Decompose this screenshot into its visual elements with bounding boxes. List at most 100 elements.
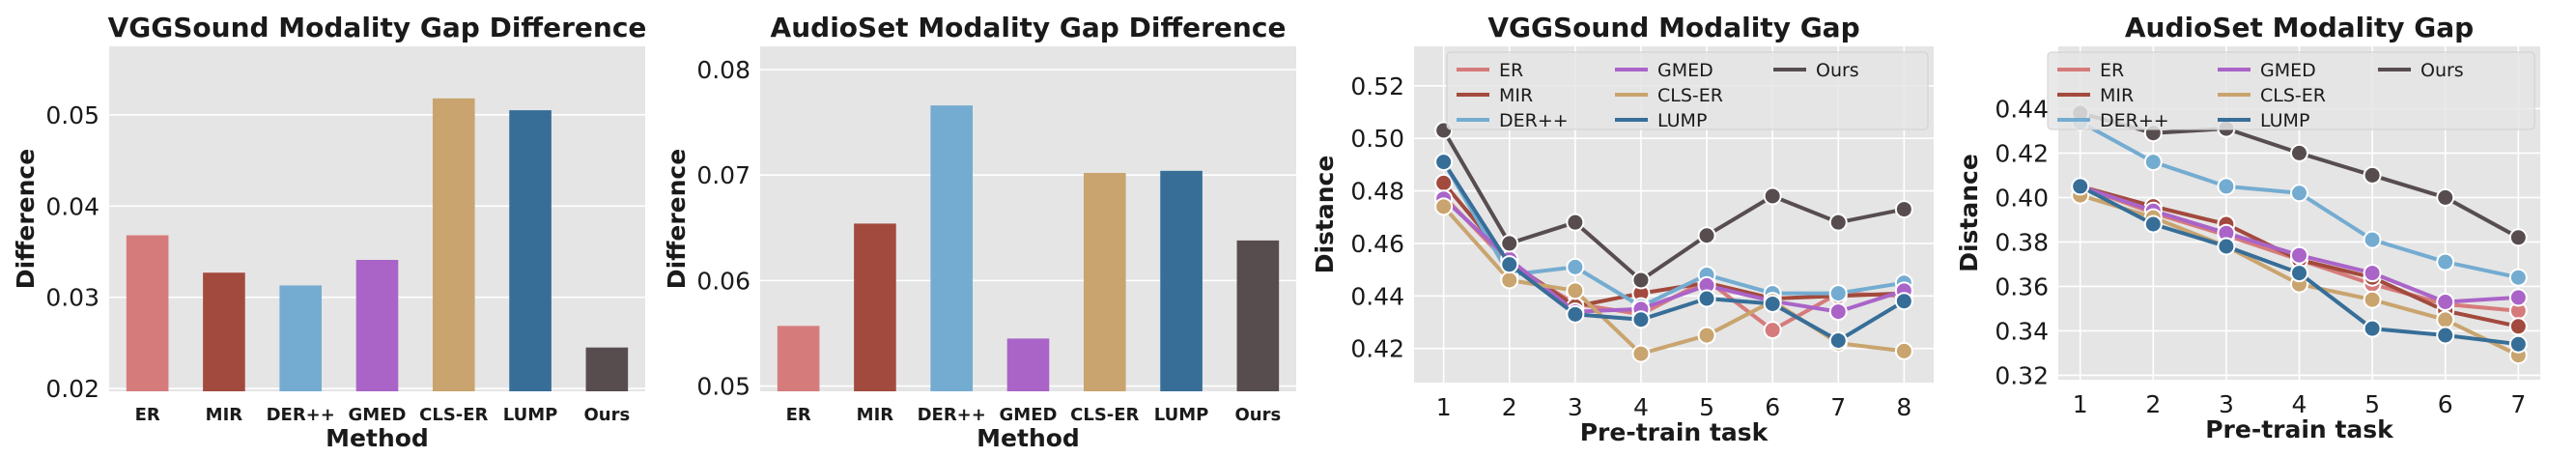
data-point-lump (1566, 304, 1585, 324)
chart-title: AudioSet Modality Gap Difference (771, 12, 1287, 43)
chart-1: 0.02 0.03 0.04 0.05 ER MIR DER++ GMED CLS-ER LUMP… (12, 12, 646, 452)
data-point-lump (2290, 264, 2308, 283)
bar-lump (1160, 170, 1203, 391)
legend-label: ER (2100, 60, 2124, 81)
data-point-ours (2363, 165, 2382, 185)
bar-cls-er (432, 98, 475, 391)
x-tick-label: LUMP (1154, 405, 1209, 425)
data-point-der- (1566, 257, 1585, 276)
x-tick-label: CLS-ER (419, 405, 488, 425)
x-tick-label: MIR (857, 405, 894, 425)
data-point-cls-er (1631, 344, 1651, 363)
x-tick-label: 7 (2510, 390, 2526, 418)
x-tick-label: CLS-ER (1070, 405, 1139, 425)
series-line-gmed (1442, 197, 1906, 314)
y-tick-label: 0.06 (696, 267, 750, 295)
data-point-lump (1434, 153, 1454, 172)
data-point-gmed (2363, 264, 2382, 283)
y-tick-label: 0.32 (1995, 361, 2049, 389)
legend-box (2047, 51, 2535, 130)
y-tick-label: 0.05 (696, 373, 750, 401)
data-point-ours (2508, 228, 2528, 247)
data-point-gmed (2290, 245, 2308, 265)
bar-cls-er (1083, 173, 1126, 391)
data-point-lump (2363, 319, 2382, 338)
series-lump (2071, 177, 2528, 354)
data-point-ours (1828, 213, 1848, 232)
series-ours (1434, 121, 1913, 290)
bar-lump (509, 110, 552, 391)
x-tick-label: 3 (1568, 393, 1583, 421)
bar-er (126, 235, 169, 391)
data-point-der- (2143, 153, 2163, 172)
data-point-lump (1500, 255, 1519, 274)
data-point-ours (2290, 143, 2308, 162)
data-point-lump (2436, 326, 2455, 345)
x-tick-label: ER (786, 405, 811, 425)
x-tick-label: 4 (1633, 393, 1649, 421)
chart-4: 0.32 0.34 0.36 0.38 0.40 0.42 0.44 1 2 3 4 5 6 7 ER MIR… (1955, 12, 2540, 443)
x-tick-label: Ours (1234, 405, 1281, 425)
y-tick-label: 0.08 (696, 56, 750, 84)
legend: ER MIR DER++ GMED CLS-ER LUMP Ours (1446, 51, 1929, 131)
x-tick-label: 1 (2073, 390, 2088, 418)
x-tick-label: GMED (1000, 405, 1058, 425)
y-axis-label: Distance (1955, 154, 1983, 272)
data-point-gmed (2436, 293, 2455, 311)
data-point-lump (2071, 177, 2090, 196)
legend-box (1446, 51, 1929, 130)
y-tick-label: 0.44 (1995, 95, 2049, 123)
data-point-cls-er (2363, 290, 2382, 309)
x-axis-label: Pre-train task (2205, 415, 2394, 443)
x-tick-label: LUMP (503, 405, 558, 425)
data-point-ours (1500, 234, 1519, 253)
data-point-gmed (2508, 288, 2528, 307)
x-tick-label: 2 (1502, 393, 1517, 421)
y-tick-label: 0.38 (1995, 228, 2049, 256)
data-point-der- (2436, 252, 2455, 271)
data-point-der- (2217, 177, 2236, 196)
chart-3: 0.42 0.44 0.46 0.48 0.50 0.52 1 2 3 4 5 6 7 8 ER MIR DER… (1311, 12, 1934, 446)
y-tick-label: 0.42 (1995, 139, 2049, 167)
legend-label: MIR (1499, 85, 1533, 106)
data-point-cls-er (2436, 310, 2455, 329)
legend: ER MIR DER++ GMED CLS-ER LUMP Ours (2047, 51, 2535, 131)
data-point-lump (2217, 237, 2236, 256)
legend-label: GMED (2260, 60, 2316, 81)
x-tick-label: 2 (2145, 390, 2161, 418)
bar-der- (279, 285, 323, 391)
x-tick-label: DER++ (267, 405, 335, 425)
chart-2: 0.05 0.06 0.07 0.08 ER MIR DER++ GMED CLS-ER LUMP… (663, 12, 1296, 452)
legend-label: LUMP (1657, 110, 1707, 131)
x-tick-label: 7 (1830, 393, 1846, 421)
chart-title: AudioSet Modality Gap (2125, 12, 2474, 43)
data-point-der- (2508, 268, 2528, 287)
x-tick-label: 8 (1896, 393, 1911, 421)
y-tick-label: 0.36 (1995, 272, 2049, 300)
data-point-cls-er (1697, 326, 1716, 345)
series-line-ours (1441, 129, 1905, 282)
x-tick-label: Ours (583, 405, 630, 425)
bar-ours (585, 347, 629, 391)
y-tick-label: 0.44 (1350, 282, 1404, 310)
y-tick-label: 0.48 (1350, 178, 1404, 206)
x-tick-label: 1 (1436, 393, 1452, 421)
y-axis-label: Difference (12, 149, 40, 289)
data-point-cls-er (1566, 281, 1585, 300)
data-point-ours (1631, 271, 1651, 290)
x-axis-label: Pre-train task (1580, 418, 1769, 446)
y-tick-label: 0.50 (1350, 125, 1404, 153)
data-point-ours (1763, 186, 1782, 206)
bar-der- (930, 105, 974, 392)
data-point-lump (2143, 214, 2163, 234)
legend-label: ER (1499, 60, 1523, 81)
data-point-der- (2363, 230, 2382, 249)
bar-mir (203, 272, 245, 391)
y-axis-label: Distance (1311, 156, 1339, 274)
y-tick-label: 0.05 (45, 101, 99, 129)
x-tick-label: DER++ (918, 405, 986, 425)
y-tick-label: 0.04 (45, 192, 99, 220)
x-tick-label: 5 (1699, 393, 1714, 421)
chart-title: VGGSound Modality Gap Difference (108, 12, 647, 43)
